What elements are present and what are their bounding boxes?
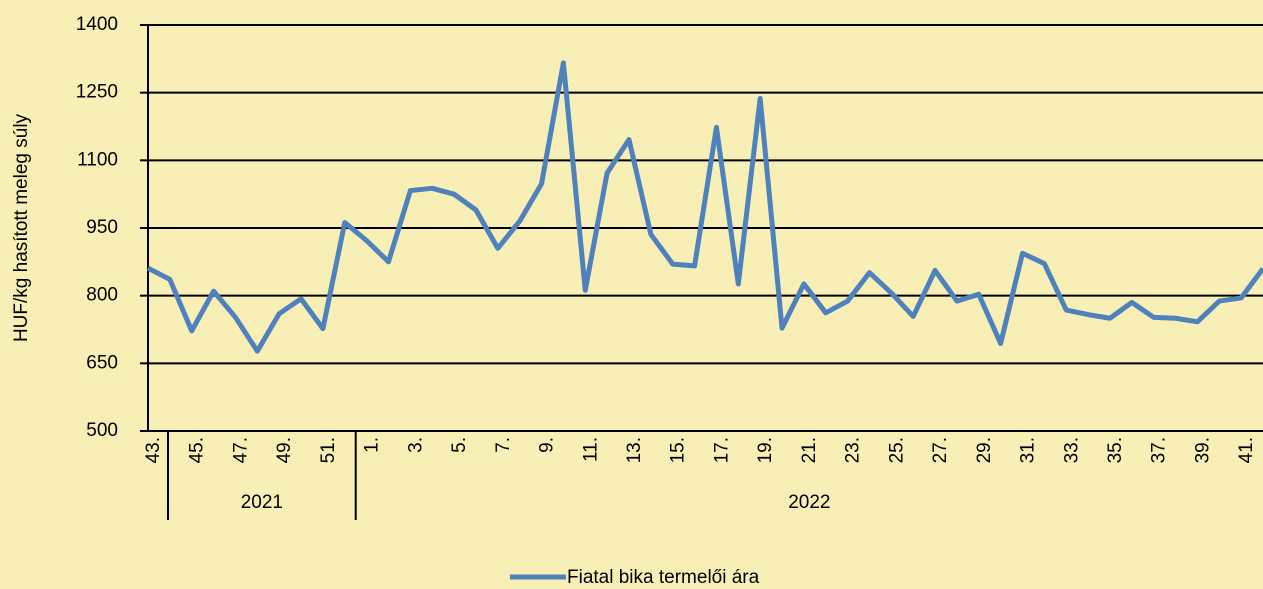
x-tick-label: 11. — [580, 437, 601, 462]
x-tick-label: 15. — [668, 437, 689, 463]
x-tick-label: 13. — [624, 437, 645, 463]
x-tick-label: 5. — [449, 437, 470, 453]
x-tick-label: 3. — [405, 437, 426, 453]
y-tick-label: 800 — [86, 285, 118, 306]
x-tick-label: 9. — [537, 437, 558, 453]
y-tick-label: 650 — [86, 352, 118, 373]
x-tick-label: 43. — [143, 437, 164, 463]
group-label: 2022 — [788, 492, 830, 513]
legend-label: Fiatal bika termelői ára — [567, 567, 760, 588]
x-tick-label: 45. — [187, 437, 208, 463]
y-tick-label: 950 — [86, 217, 118, 238]
x-tick-label: 17. — [711, 437, 732, 463]
x-tick-label: 21. — [799, 437, 820, 463]
x-tick-label: 47. — [230, 437, 251, 463]
x-tick-label: 49. — [274, 437, 295, 463]
y-axis-label: HUF/kg hasított meleg súly — [11, 113, 32, 342]
x-tick-label: 19. — [755, 437, 776, 463]
group-label: 2021 — [241, 492, 283, 513]
x-tick-label: 29. — [974, 437, 995, 463]
x-tick-label: 1. — [362, 437, 383, 453]
y-tick-label: 1250 — [76, 82, 118, 103]
x-tick-label: 7. — [493, 437, 514, 453]
x-tick-label: 35. — [1105, 437, 1126, 463]
x-tick-label: 51. — [318, 437, 339, 463]
x-tick-label: 33. — [1061, 437, 1082, 463]
y-tick-label: 1100 — [77, 149, 118, 170]
y-tick-label: 1400 — [76, 14, 118, 35]
x-tick-label: 37. — [1149, 437, 1170, 463]
x-tick-label: 27. — [930, 437, 951, 463]
x-tick-label: 23. — [843, 437, 864, 463]
y-tick-label: 500 — [86, 420, 118, 441]
x-tick-label: 31. — [1018, 437, 1039, 463]
series-line — [146, 60, 1263, 354]
x-tick-label: 41. — [1236, 437, 1257, 463]
x-tick-label: 25. — [886, 437, 907, 463]
x-tick-label: 39. — [1192, 437, 1213, 463]
